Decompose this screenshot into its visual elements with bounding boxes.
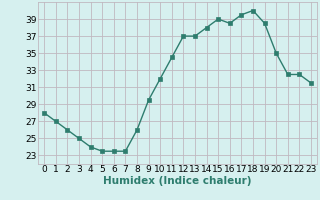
- X-axis label: Humidex (Indice chaleur): Humidex (Indice chaleur): [103, 176, 252, 186]
